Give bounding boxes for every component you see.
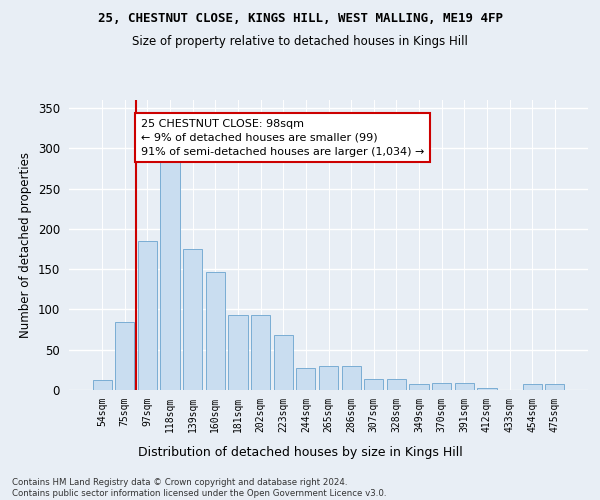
Bar	[160, 156, 180, 390]
Bar	[545, 384, 565, 390]
Bar	[138, 241, 157, 390]
Bar	[432, 383, 451, 390]
Bar	[183, 249, 202, 390]
Text: Contains HM Land Registry data © Crown copyright and database right 2024.
Contai: Contains HM Land Registry data © Crown c…	[12, 478, 386, 498]
Bar	[229, 315, 248, 390]
Bar	[274, 335, 293, 390]
Bar	[115, 322, 134, 390]
Bar	[523, 384, 542, 390]
Bar	[455, 383, 474, 390]
Bar	[319, 366, 338, 390]
Bar	[387, 378, 406, 390]
Bar	[251, 315, 270, 390]
Bar	[477, 388, 497, 390]
Text: 25, CHESTNUT CLOSE, KINGS HILL, WEST MALLING, ME19 4FP: 25, CHESTNUT CLOSE, KINGS HILL, WEST MAL…	[97, 12, 503, 26]
Bar	[364, 378, 383, 390]
Bar	[92, 380, 112, 390]
Text: Distribution of detached houses by size in Kings Hill: Distribution of detached houses by size …	[137, 446, 463, 459]
Bar	[409, 384, 428, 390]
Text: 25 CHESTNUT CLOSE: 98sqm
← 9% of detached houses are smaller (99)
91% of semi-de: 25 CHESTNUT CLOSE: 98sqm ← 9% of detache…	[140, 118, 424, 156]
Y-axis label: Number of detached properties: Number of detached properties	[19, 152, 32, 338]
Bar	[341, 366, 361, 390]
Bar	[296, 368, 316, 390]
Bar	[206, 272, 225, 390]
Text: Size of property relative to detached houses in Kings Hill: Size of property relative to detached ho…	[132, 35, 468, 48]
